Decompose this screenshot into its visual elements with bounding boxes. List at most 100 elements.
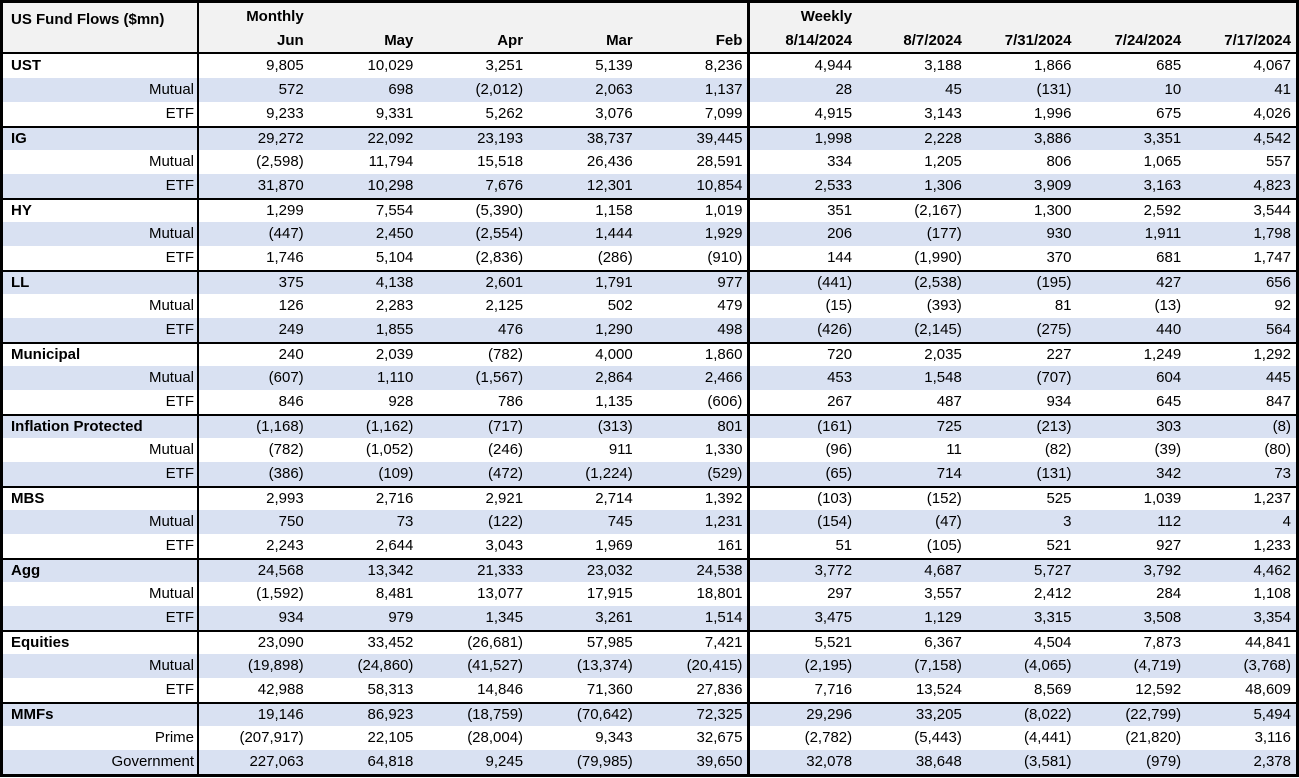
weekly-value-cell: (213) <box>966 414 1077 438</box>
monthly-value-cell: 249 <box>199 318 309 342</box>
monthly-value-cell: 2,921 <box>418 486 529 510</box>
monthly-value-cell: (529) <box>637 462 748 486</box>
monthly-value-cell: 5,139 <box>528 54 638 78</box>
weekly-value-cell: 440 <box>1076 318 1187 342</box>
monthly-value-cell: 10,029 <box>308 54 419 78</box>
weekly-value-cell: (393) <box>857 294 967 318</box>
monthly-value-cell: 2,993 <box>199 486 309 510</box>
monthly-value-cell: (2,012) <box>418 78 529 102</box>
row-label: ETF <box>3 462 199 486</box>
sub-row: Mutual (607) 1,110 (1,567) 2,864 2,466 453 1,54… <box>3 366 1296 390</box>
row-label: MMFs <box>3 702 199 726</box>
weekly-value-cell: 3,475 <box>747 606 858 630</box>
monthly-value-cell: (2,598) <box>199 150 309 174</box>
monthly-value-cell: 375 <box>199 270 309 294</box>
monthly-value-cell: 750 <box>199 510 309 534</box>
sub-row: Mutual (447) 2,450 (2,554) 1,444 1,929 206 (177… <box>3 222 1296 246</box>
weekly-value-cell: (131) <box>966 78 1077 102</box>
weekly-value-cell: 7,873 <box>1076 630 1187 654</box>
group-row: Agg 24,568 13,342 21,333 23,032 24,538 3,772 4,… <box>3 558 1296 582</box>
monthly-value-cell: (28,004) <box>418 726 529 750</box>
monthly-value-cell: 29,272 <box>199 126 309 150</box>
weekly-value-cell: 1,237 <box>1186 486 1296 510</box>
table-title: US Fund Flows ($mn) <box>3 3 199 54</box>
monthly-value-cell: (447) <box>199 222 309 246</box>
monthly-value-cell: 498 <box>637 318 748 342</box>
weekly-value-cell: (195) <box>966 270 1077 294</box>
monthly-value-cell: 745 <box>528 510 638 534</box>
weekly-value-cell: 3,351 <box>1076 126 1187 150</box>
weekly-value-cell: 1,292 <box>1186 342 1296 366</box>
monthly-value-cell: (1,224) <box>528 462 638 486</box>
monthly-value-cell: (1,052) <box>308 438 419 462</box>
weekly-value-cell: 685 <box>1076 54 1187 78</box>
row-label: Prime <box>3 726 199 750</box>
monthly-value-cell: (607) <box>199 366 309 390</box>
monthly-value-cell: 7,099 <box>637 102 748 126</box>
weekly-value-cell: 303 <box>1076 414 1187 438</box>
row-label: ETF <box>3 102 199 126</box>
weekly-value-cell: 2,228 <box>857 126 967 150</box>
weekly-value-cell: 351 <box>747 198 858 222</box>
column-header-jun: Jun <box>199 30 309 54</box>
sub-row: Prime (207,917) 22,105 (28,004) 9,343 32,675(… <box>3 726 1296 750</box>
monthly-value-cell: (1,592) <box>199 582 309 606</box>
row-label: ETF <box>3 318 199 342</box>
weekly-value-cell: 267 <box>747 390 858 414</box>
monthly-value-cell: (2,554) <box>418 222 529 246</box>
monthly-value-cell: 10,854 <box>637 174 748 198</box>
monthly-value-cell: 911 <box>528 438 638 462</box>
monthly-value-cell: (1,567) <box>418 366 529 390</box>
monthly-value-cell: 13,077 <box>418 582 529 606</box>
monthly-value-cell: 1,299 <box>199 198 309 222</box>
weekly-value-cell: (154) <box>747 510 858 534</box>
weekly-value-cell: 2,533 <box>747 174 858 198</box>
monthly-value-cell: 846 <box>199 390 309 414</box>
weekly-value-cell: 3,772 <box>747 558 858 582</box>
sub-row: ETF 249 1,855 476 1,290 498 (426) (2,145) (275) 4… <box>3 318 1296 342</box>
monthly-value-cell: 479 <box>637 294 748 318</box>
weekly-value-cell: (96) <box>747 438 858 462</box>
monthly-value-cell: (13,374) <box>528 654 638 678</box>
monthly-value-cell: (782) <box>199 438 309 462</box>
weekly-value-cell: 3,143 <box>857 102 967 126</box>
weekly-value-cell: 29,296 <box>747 702 858 726</box>
monthly-value-cell: 9,233 <box>199 102 309 126</box>
weekly-value-cell: 92 <box>1186 294 1296 318</box>
group-row: Inflation Protected (1,168) (1,162) (717) (3… <box>3 414 1296 438</box>
weekly-value-cell: (80) <box>1186 438 1296 462</box>
column-header-may: May <box>308 30 419 54</box>
monthly-value-cell: 22,105 <box>308 726 419 750</box>
monthly-value-cell: 27,836 <box>637 678 748 702</box>
weekly-section-label: Weekly <box>747 3 858 30</box>
weekly-value-cell: (105) <box>857 534 967 558</box>
monthly-value-cell: 39,650 <box>637 750 748 774</box>
weekly-value-cell: 725 <box>857 414 967 438</box>
monthly-value-cell: 19,146 <box>199 702 309 726</box>
weekly-value-cell: 934 <box>966 390 1077 414</box>
monthly-value-cell: (782) <box>418 342 529 366</box>
group-row: Municipal 240 2,039 (782) 4,000 1,860 720 2,035… <box>3 342 1296 366</box>
weekly-value-cell: (2,145) <box>857 318 967 342</box>
monthly-value-cell: 2,243 <box>199 534 309 558</box>
monthly-value-cell: 23,090 <box>199 630 309 654</box>
monthly-value-cell: 9,245 <box>418 750 529 774</box>
monthly-value-cell: (79,985) <box>528 750 638 774</box>
monthly-value-cell: 24,568 <box>199 558 309 582</box>
monthly-value-cell: 801 <box>637 414 748 438</box>
weekly-value-cell: (1,990) <box>857 246 967 270</box>
row-label: ETF <box>3 174 199 198</box>
monthly-value-cell: 64,818 <box>308 750 419 774</box>
monthly-value-cell: 240 <box>199 342 309 366</box>
weekly-value-cell: 1,108 <box>1186 582 1296 606</box>
monthly-value-cell: (606) <box>637 390 748 414</box>
monthly-value-cell: 9,343 <box>528 726 638 750</box>
weekly-value-cell: 45 <box>857 78 967 102</box>
monthly-value-cell: 977 <box>637 270 748 294</box>
weekly-value-cell: 1,205 <box>857 150 967 174</box>
column-header-feb: Feb <box>637 30 748 54</box>
weekly-value-cell: 4,026 <box>1186 102 1296 126</box>
monthly-value-cell: 86,923 <box>308 702 419 726</box>
weekly-value-cell: (426) <box>747 318 858 342</box>
